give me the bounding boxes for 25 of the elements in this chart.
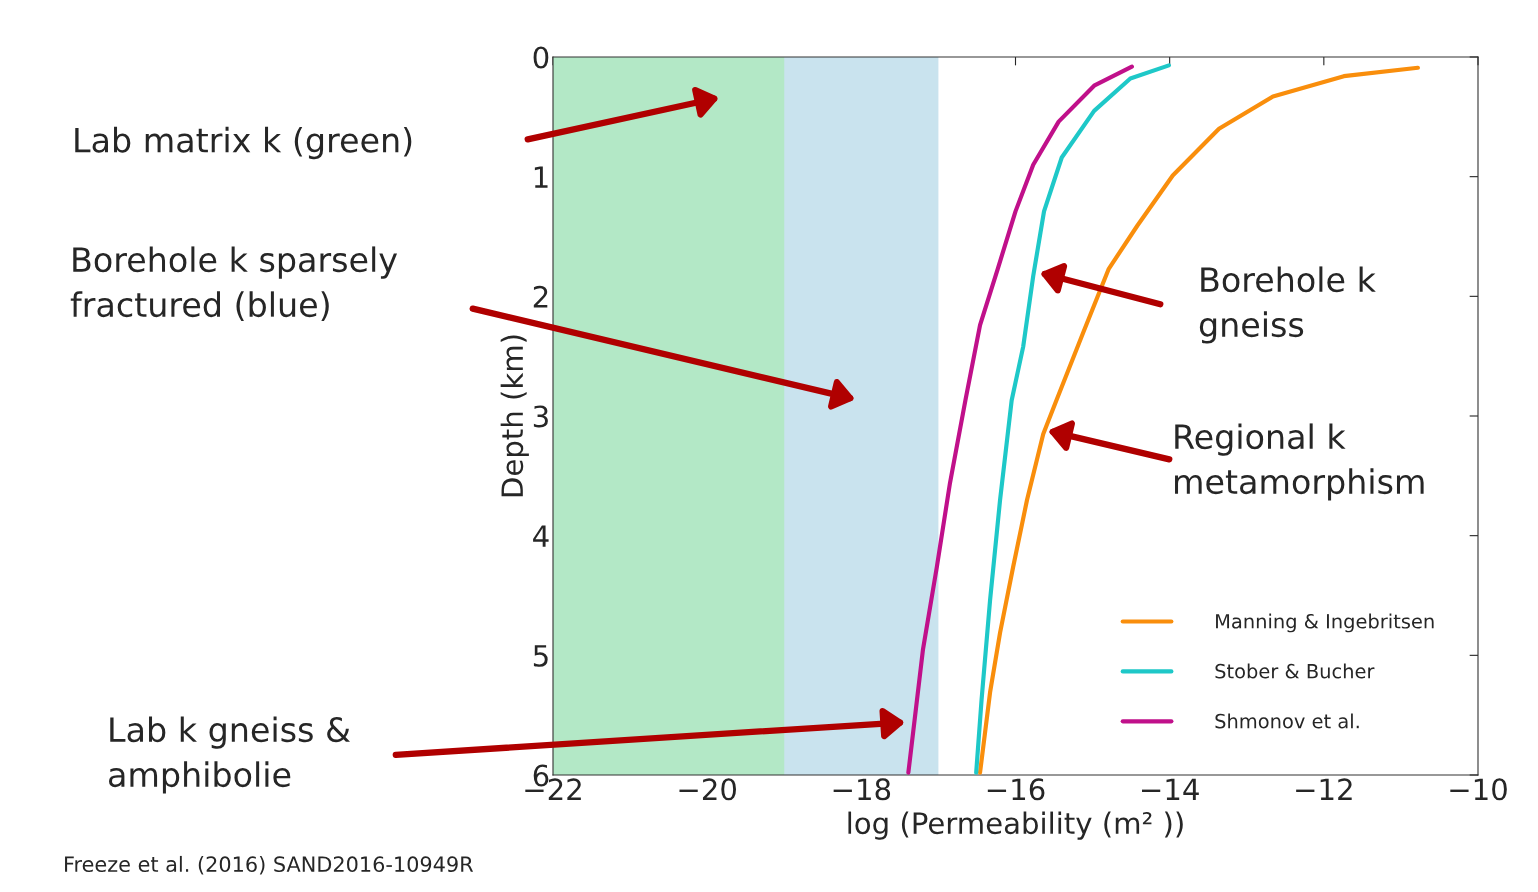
- text: Freeze et al. (2016) SAND2016-10949R: [65, 855, 474, 875]
- text: Borehole k sparsely fractured (blue): [70, 246, 398, 322]
- y-axis-title: Depth (km): [500, 335, 529, 497]
- line-series: [906, 64, 1134, 775]
- x-axis-title: log (Permeability (m² )): [848, 811, 1183, 840]
- x-tick-label: −18: [833, 778, 891, 801]
- annotation: Regional k metamorphism: [1175, 423, 1424, 501]
- y-tick-label: 3: [533, 405, 548, 428]
- x-tick-label: −10: [1450, 778, 1507, 801]
- x-tick-label: −20: [679, 778, 736, 801]
- text: Lab k gneiss & amphibolie: [109, 716, 350, 794]
- x-tick-label: −12: [1296, 778, 1352, 800]
- y-tick-label: 2: [533, 285, 548, 308]
- line-series: [974, 63, 1171, 775]
- text: Lab matrix k (green): [75, 126, 412, 160]
- legend-label: Manning & Ingebritsen: [1216, 613, 1434, 633]
- y-tick-label: 0: [533, 46, 549, 69]
- y-tick-label: 4: [533, 525, 549, 547]
- legend-label: Stober & Bucher: [1215, 663, 1375, 679]
- y-tick-label: 5: [533, 645, 548, 667]
- legend-label: Shmonov et al.: [1215, 713, 1359, 729]
- x-tick-label: −14: [1141, 778, 1199, 800]
- y-tick-label: 1: [534, 166, 548, 188]
- x-tick-label: −16: [987, 778, 1045, 801]
- annotation: Borehole k gneiss: [1199, 266, 1376, 344]
